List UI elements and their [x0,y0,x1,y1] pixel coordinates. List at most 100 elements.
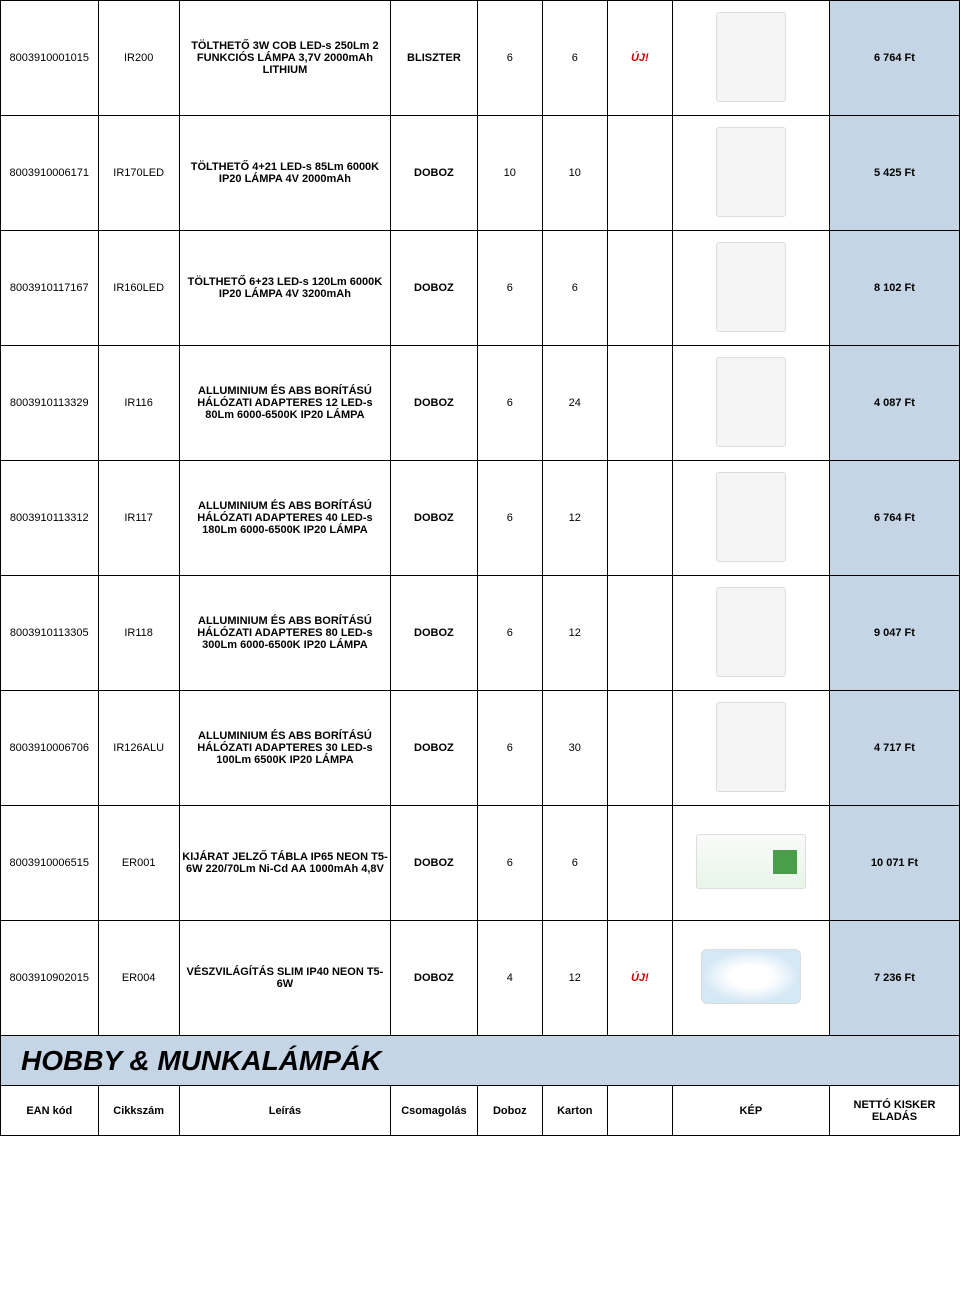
cell-img [672,691,829,806]
product-image-icon [716,12,786,102]
cell-pack: DOBOZ [391,806,478,921]
cell-desc: TÖLTHETŐ 3W COB LED-s 250Lm 2 FUNKCIÓS L… [179,1,390,116]
table-row: 8003910001015IR200TÖLTHETŐ 3W COB LED-s … [1,1,960,116]
cell-new [607,116,672,231]
product-image-icon [716,472,786,562]
cell-desc: VÉSZVILÁGÍTÁS SLIM IP40 NEON T5-6W [179,921,390,1036]
cell-ean: 8003910902015 [1,921,99,1036]
cell-carton: 6 [542,1,607,116]
header-row: EAN kód Cikkszám Leírás Csomagolás Doboz… [1,1086,960,1136]
table-row: 8003910113305IR118ALLUMINIUM ÉS ABS BORÍ… [1,576,960,691]
cell-ean: 8003910006706 [1,691,99,806]
cell-new: ÚJ! [607,921,672,1036]
cell-price: 9 047 Ft [829,576,959,691]
cell-desc: ALLUMINIUM ÉS ABS BORÍTÁSÚ HÁLÓZATI ADAP… [179,461,390,576]
table-row: 8003910006706IR126ALUALLUMINIUM ÉS ABS B… [1,691,960,806]
cell-ean: 8003910006171 [1,116,99,231]
cell-box: 6 [477,576,542,691]
cell-carton: 12 [542,921,607,1036]
cell-box: 4 [477,921,542,1036]
cell-sku: IR117 [98,461,179,576]
cell-pack: DOBOZ [391,461,478,576]
cell-pack: BLISZTER [391,1,478,116]
cell-price: 4 087 Ft [829,346,959,461]
section-title: HOBBY & MUNKALÁMPÁK [1,1036,960,1086]
cell-box: 6 [477,461,542,576]
table-row: 8003910113312IR117ALLUMINIUM ÉS ABS BORÍ… [1,461,960,576]
product-image-icon [716,587,786,677]
product-image-icon [716,702,786,792]
cell-new [607,346,672,461]
cell-pack: DOBOZ [391,231,478,346]
header-sku: Cikkszám [98,1086,179,1136]
cell-price: 7 236 Ft [829,921,959,1036]
cell-img [672,461,829,576]
table-row: 8003910006515ER001KIJÁRAT JELZŐ TÁBLA IP… [1,806,960,921]
header-pack: Csomagolás [391,1086,478,1136]
cell-img [672,1,829,116]
cell-box: 6 [477,346,542,461]
cell-carton: 30 [542,691,607,806]
cell-carton: 12 [542,461,607,576]
cell-pack: DOBOZ [391,691,478,806]
header-img: KÉP [672,1086,829,1136]
cell-carton: 24 [542,346,607,461]
cell-pack: DOBOZ [391,921,478,1036]
cell-img [672,921,829,1036]
cell-new [607,576,672,691]
cell-desc: ALLUMINIUM ÉS ABS BORÍTÁSÚ HÁLÓZATI ADAP… [179,691,390,806]
product-image-icon [716,127,786,217]
cell-ean: 8003910001015 [1,1,99,116]
product-image-icon [716,242,786,332]
cell-carton: 6 [542,231,607,346]
cell-price: 4 717 Ft [829,691,959,806]
cell-price: 6 764 Ft [829,1,959,116]
cell-img [672,806,829,921]
cell-sku: ER004 [98,921,179,1036]
table-row: 8003910117167IR160LEDTÖLTHETŐ 6+23 LED-s… [1,231,960,346]
cell-sku: IR160LED [98,231,179,346]
cell-ean: 8003910113312 [1,461,99,576]
cell-sku: IR116 [98,346,179,461]
cell-pack: DOBOZ [391,346,478,461]
table-row: 8003910113329IR116ALLUMINIUM ÉS ABS BORÍ… [1,346,960,461]
cell-carton: 12 [542,576,607,691]
cell-desc: KIJÁRAT JELZŐ TÁBLA IP65 NEON T5-6W 220/… [179,806,390,921]
cell-sku: IR126ALU [98,691,179,806]
cell-new: ÚJ! [607,1,672,116]
cell-ean: 8003910006515 [1,806,99,921]
cell-new [607,461,672,576]
cell-img [672,576,829,691]
cell-desc: TÖLTHETŐ 6+23 LED-s 120Lm 6000K IP20 LÁM… [179,231,390,346]
cell-box: 10 [477,116,542,231]
cell-img [672,231,829,346]
cell-pack: DOBOZ [391,116,478,231]
header-price: NETTÓ KISKER ELADÁS [829,1086,959,1136]
header-empty [607,1086,672,1136]
table-row: 8003910006171IR170LEDTÖLTHETŐ 4+21 LED-s… [1,116,960,231]
cell-desc: ALLUMINIUM ÉS ABS BORÍTÁSÚ HÁLÓZATI ADAP… [179,346,390,461]
product-image-icon [716,357,786,447]
cell-new [607,231,672,346]
cell-box: 6 [477,231,542,346]
cell-price: 5 425 Ft [829,116,959,231]
cell-desc: TÖLTHETŐ 4+21 LED-s 85Lm 6000K IP20 LÁMP… [179,116,390,231]
header-ean: EAN kód [1,1086,99,1136]
cell-box: 6 [477,806,542,921]
header-desc: Leírás [179,1086,390,1136]
cell-sku: ER001 [98,806,179,921]
header-carton: Karton [542,1086,607,1136]
product-image-icon [701,949,801,1004]
cell-new [607,691,672,806]
cell-new [607,806,672,921]
cell-ean: 8003910113329 [1,346,99,461]
product-table: 8003910001015IR200TÖLTHETŐ 3W COB LED-s … [0,0,960,1136]
cell-ean: 8003910117167 [1,231,99,346]
cell-img [672,346,829,461]
cell-sku: IR170LED [98,116,179,231]
cell-carton: 6 [542,806,607,921]
cell-carton: 10 [542,116,607,231]
cell-desc: ALLUMINIUM ÉS ABS BORÍTÁSÚ HÁLÓZATI ADAP… [179,576,390,691]
cell-pack: DOBOZ [391,576,478,691]
cell-ean: 8003910113305 [1,576,99,691]
